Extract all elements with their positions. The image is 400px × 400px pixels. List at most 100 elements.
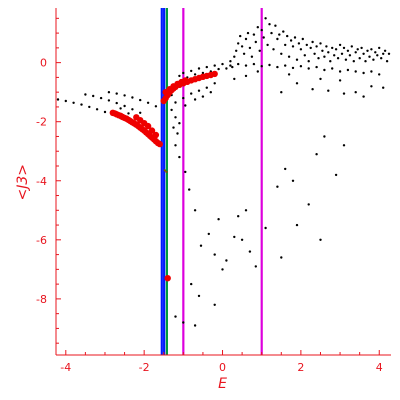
data-point [213,253,216,256]
data-point [307,60,310,63]
data-point [190,69,193,73]
data-point [289,39,293,42]
data-point [278,33,281,36]
data-point [299,48,303,51]
data-point [213,82,216,85]
data-point [268,23,271,26]
data-point [184,170,187,174]
data-point [225,67,228,70]
data-point [139,98,142,102]
data-point [317,57,320,60]
data-point [315,45,318,48]
data-point [276,185,279,188]
data-point [72,101,75,105]
data-point [248,46,252,50]
data-point [256,26,259,29]
data-point [284,43,287,47]
data-point [182,71,185,75]
data-point [182,321,185,324]
data-point [336,57,340,60]
data-point [315,65,318,69]
data-point [338,79,342,82]
data-point [382,52,385,55]
data-point [225,259,228,262]
data-point [272,48,275,51]
data-point [211,70,218,78]
x-tick-label: -4 [60,361,71,374]
data-point [235,49,238,52]
data-point [174,144,177,147]
data-point [233,77,236,81]
data-point [287,55,291,58]
data-point [237,215,240,218]
data-point [205,65,208,69]
data-point [387,52,391,55]
data-point [374,51,377,54]
data-point [329,60,332,63]
data-point [334,48,338,51]
data-point [319,42,322,45]
data-point [305,43,308,47]
data-point [366,49,369,52]
data-point [170,108,173,112]
data-point [201,71,205,75]
data-point [131,108,134,111]
data-point [307,203,310,206]
data-point [193,73,197,76]
data-point [176,132,179,135]
data-point [291,179,295,182]
data-point [193,324,197,327]
data-point [280,256,283,259]
x-tick-label: 0 [219,361,226,374]
data-point [221,268,224,271]
data-point [197,294,201,298]
data-point [307,67,310,70]
data-point [370,70,373,73]
data-point [383,49,387,52]
data-point [152,131,160,139]
data-point [205,86,208,89]
data-point [291,66,295,70]
data-point [291,45,295,48]
data-point [338,43,342,47]
data-point [240,238,244,241]
data-point [164,275,171,282]
data-point [358,57,361,60]
data-point [282,30,285,33]
data-point [201,95,205,98]
data-point [284,167,287,171]
data-point [333,54,336,57]
data-point [165,170,168,174]
data-point [311,40,314,44]
data-point [264,17,267,20]
x-tick-label: 2 [297,361,304,374]
data-point [303,54,306,57]
data-point [99,96,103,100]
data-point [182,77,189,84]
x-tick-label: -2 [139,361,150,374]
data-point [193,209,197,212]
data-point [362,71,365,75]
data-point [197,67,201,70]
data-point [334,173,338,177]
y-tick-label: -4 [36,175,47,188]
data-point [107,91,111,94]
data-point [144,122,152,130]
data-point [221,62,224,66]
data-point [368,55,371,58]
data-point [319,238,322,241]
data-point [92,94,95,98]
data-point [362,95,365,98]
data-point [95,108,99,111]
data-point [237,42,240,45]
data-point [213,303,216,306]
y-tick-label: 0 [40,57,47,70]
data-point [297,42,301,45]
data-point [268,63,271,67]
data-point [131,96,134,99]
data-point [84,93,87,96]
data-point [340,52,344,55]
data-point [284,64,287,67]
axis-ticks: -4 -2 0 2 4 0 -2 -4 -6 -8 [36,17,383,374]
y-tick-label: -6 [36,234,47,247]
